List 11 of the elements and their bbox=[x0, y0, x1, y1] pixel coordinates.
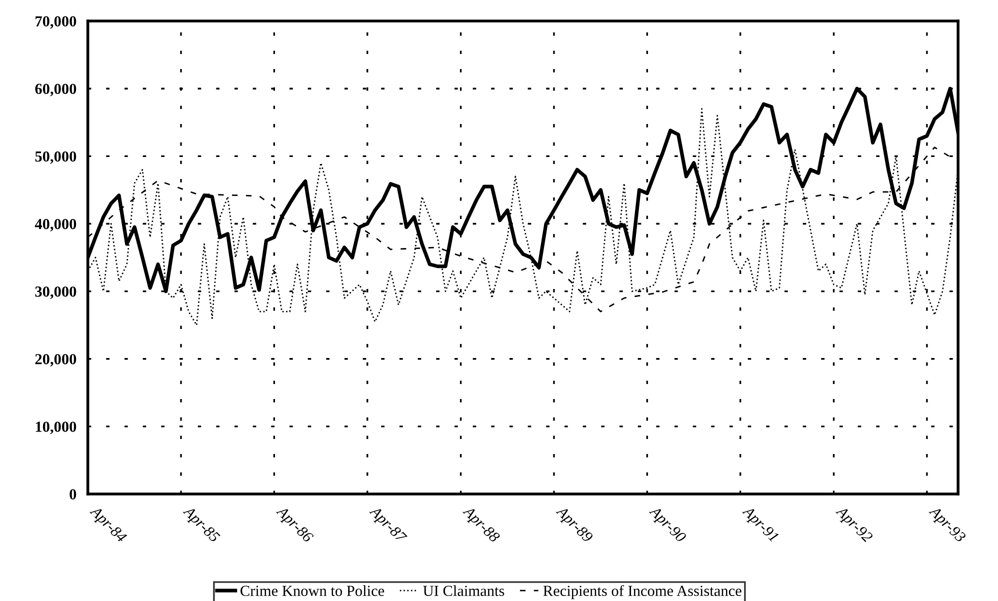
y-tick-label: 40,000 bbox=[34, 218, 76, 232]
y-tick-label: 60,000 bbox=[35, 84, 76, 96]
legend-label: UI Claimants bbox=[423, 585, 504, 596]
y-tick-label: 30,000 bbox=[35, 286, 76, 299]
y-tick-label: 50,000 bbox=[35, 151, 76, 164]
legend-label: Recipients of Income Assistance bbox=[543, 585, 742, 600]
y-tick-label: 20,000 bbox=[35, 354, 76, 367]
legend-label: Crime Known to Police bbox=[240, 585, 384, 596]
y-tick-label: 0 bbox=[70, 489, 76, 500]
y-tick-label: 70,000 bbox=[36, 16, 76, 29]
y-tick-label: 10,000 bbox=[36, 422, 76, 434]
